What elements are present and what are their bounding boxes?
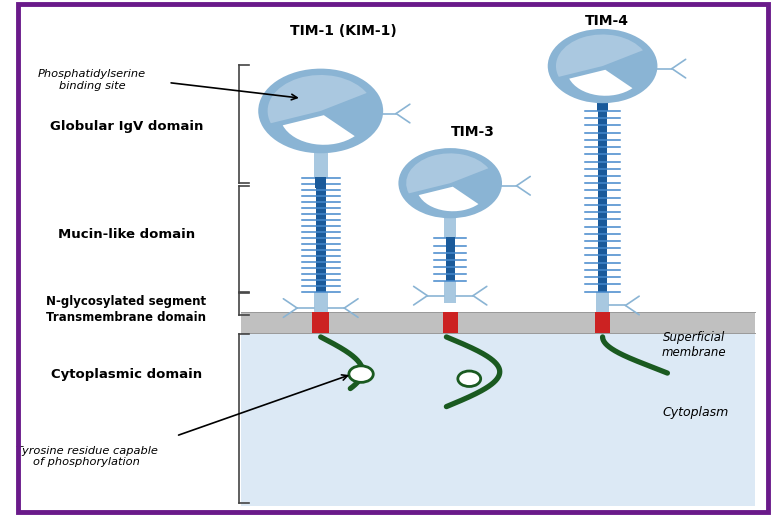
Text: Globular IgV domain: Globular IgV domain: [50, 120, 203, 133]
Wedge shape: [406, 153, 488, 194]
Wedge shape: [399, 148, 502, 218]
FancyBboxPatch shape: [444, 218, 457, 238]
Text: Cytoplasm: Cytoplasm: [663, 406, 728, 420]
FancyBboxPatch shape: [313, 312, 329, 333]
FancyBboxPatch shape: [446, 238, 455, 281]
FancyBboxPatch shape: [313, 153, 327, 178]
Text: TIM-1 (KIM-1): TIM-1 (KIM-1): [290, 24, 397, 38]
FancyBboxPatch shape: [444, 281, 457, 303]
FancyBboxPatch shape: [316, 178, 326, 292]
Text: Mucin-like domain: Mucin-like domain: [58, 228, 195, 241]
Wedge shape: [569, 70, 632, 96]
FancyBboxPatch shape: [315, 177, 326, 188]
FancyBboxPatch shape: [595, 312, 610, 333]
Wedge shape: [283, 115, 354, 145]
Wedge shape: [548, 29, 657, 103]
Text: TIM-3: TIM-3: [451, 124, 495, 139]
Wedge shape: [419, 187, 478, 211]
Text: Tyrosine residue capable
of phosphorylation: Tyrosine residue capable of phosphorylat…: [16, 446, 158, 467]
FancyBboxPatch shape: [446, 237, 455, 247]
Circle shape: [349, 366, 373, 382]
Text: Superficial
membrane: Superficial membrane: [662, 331, 726, 359]
FancyBboxPatch shape: [241, 312, 755, 333]
FancyBboxPatch shape: [241, 333, 755, 506]
Text: Phosphatidylserine
binding site: Phosphatidylserine binding site: [38, 69, 146, 91]
Wedge shape: [259, 69, 383, 153]
FancyBboxPatch shape: [443, 312, 458, 333]
Wedge shape: [556, 35, 643, 77]
FancyBboxPatch shape: [598, 111, 607, 292]
Text: Transmembrane domain: Transmembrane domain: [46, 311, 207, 324]
FancyBboxPatch shape: [313, 292, 327, 316]
Text: Cytoplasmic domain: Cytoplasmic domain: [51, 367, 202, 381]
Circle shape: [458, 371, 481, 386]
Text: TIM-4: TIM-4: [584, 13, 628, 28]
FancyBboxPatch shape: [597, 292, 608, 312]
Wedge shape: [268, 75, 367, 123]
Text: N-glycosylated segment: N-glycosylated segment: [46, 295, 207, 308]
FancyBboxPatch shape: [598, 103, 608, 111]
